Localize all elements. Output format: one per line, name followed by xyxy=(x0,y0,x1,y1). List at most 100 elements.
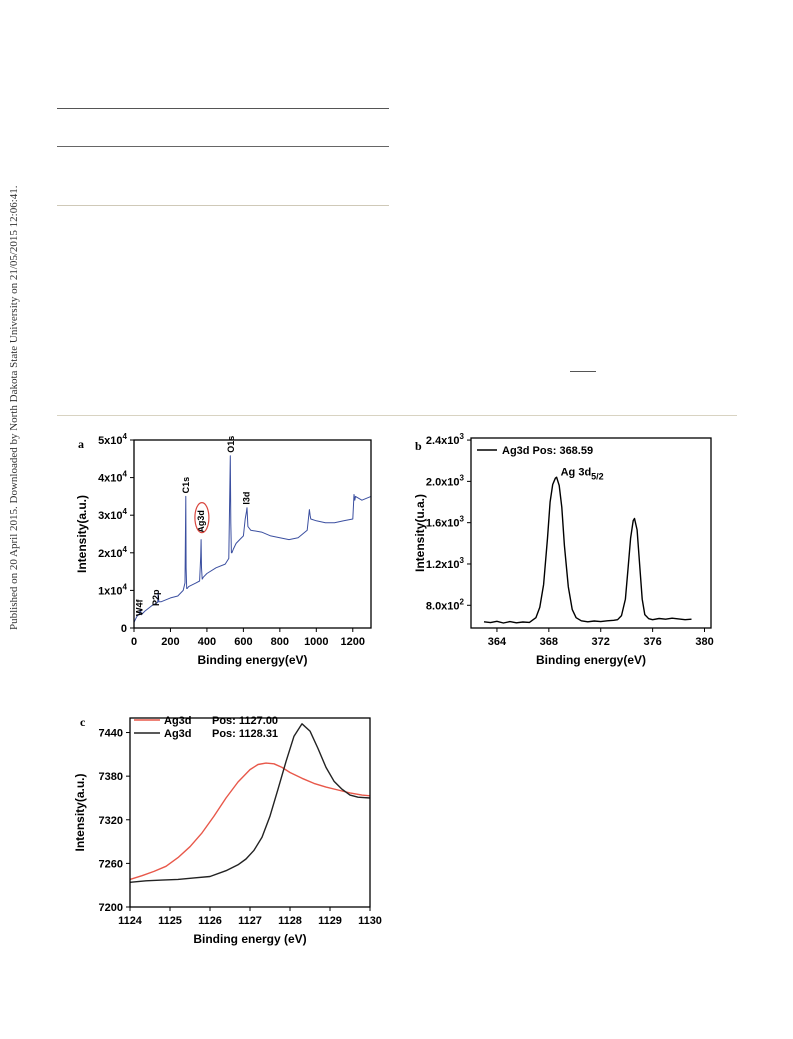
y-tick-label: 1x104 xyxy=(98,582,127,597)
ag3d-highlight-ellipse xyxy=(194,502,210,534)
legend-name-2: Ag3d xyxy=(164,728,192,740)
y-tick-base: 7320 xyxy=(99,815,123,827)
figure-panel-a: a 0 200 400 600 800 1000 1200 0 1x104 2x104 3x104 4… xyxy=(70,432,380,672)
y-tick-label: 8.0x102 xyxy=(426,597,465,612)
figure-top-rule xyxy=(57,415,737,416)
x-tick-label: 1200 xyxy=(341,636,365,648)
y-tick-exponent: 4 xyxy=(123,432,128,441)
x-axis-title: Binding energy(eV) xyxy=(197,653,307,667)
x-tick-label: 372 xyxy=(592,636,610,648)
y-tick-base: 2.0x10 xyxy=(426,476,460,488)
legend-name-1: Ag3d xyxy=(164,715,192,727)
header-rule-middle xyxy=(57,146,389,147)
y-tick-label: 3x104 xyxy=(98,507,127,522)
series-line-2 xyxy=(129,723,371,883)
y-tick-label: 7380 xyxy=(99,771,123,783)
y-tick-label: 1.6x103 xyxy=(426,515,465,530)
x-tick-label: 1127 xyxy=(238,915,262,927)
x-tick-label: 600 xyxy=(234,636,252,648)
peak-annotation-ag3d: Ag3d xyxy=(196,510,206,533)
y-tick-base: 2x10 xyxy=(98,548,122,560)
y-axis-title: Intensity(a.u.) xyxy=(73,773,87,851)
y-tick-exponent: 4 xyxy=(123,582,128,591)
x-tick-label: 400 xyxy=(198,636,216,648)
y-tick-exponent: 4 xyxy=(123,545,128,554)
plot-frame xyxy=(133,439,372,629)
y-tick-base: 2.4x10 xyxy=(426,435,460,447)
y-tick-label: 7440 xyxy=(99,728,123,740)
y-tick-base: 8.0x10 xyxy=(426,600,460,612)
y-tick-exponent: 4 xyxy=(123,470,128,479)
y-tick-label: 0 xyxy=(121,623,127,635)
x-tick-label: 1126 xyxy=(198,915,222,927)
x-axis-title: Binding energy(eV) xyxy=(536,653,646,667)
y-tick-exponent: 3 xyxy=(460,515,465,524)
figure-panel-b: b 364 368 372 376 380 8.0x102 1.2x103 1.6x103 2.… xyxy=(408,432,718,672)
x-tick-label: 1124 xyxy=(118,915,143,927)
y-tick-label: 4x104 xyxy=(98,470,127,485)
peak-annotation-w4f: W4f xyxy=(134,599,144,617)
chart-a-svg: a 0 200 400 600 800 1000 120001x1042x1043x1044… xyxy=(75,432,372,667)
y-tick-label: 2.4x103 xyxy=(426,432,465,447)
y-tick-base: 7260 xyxy=(99,858,123,870)
x-tick-label: 380 xyxy=(695,636,713,648)
y-tick-base: 7200 xyxy=(99,902,123,914)
y-tick-label: 1.2x103 xyxy=(426,556,465,571)
figure-panel-c: c 1124 1125 1126 1127 1128 1129 1130 7200 7260 73… xyxy=(70,712,382,947)
legend-pos-1: Pos: 1127.00 xyxy=(212,715,278,727)
x-tick-label: 0 xyxy=(131,636,137,648)
plot-frame xyxy=(470,437,712,629)
x-axis-title: Binding energy (eV) xyxy=(193,932,306,946)
y-tick-base: 7440 xyxy=(99,728,123,740)
series-line-1 xyxy=(133,455,372,623)
x-tick-label: 1128 xyxy=(278,915,302,927)
y-tick-exponent: 3 xyxy=(460,432,465,441)
y-tick-label: 2x104 xyxy=(98,545,127,560)
y-axis-title: Intensity(a.u.) xyxy=(75,495,89,573)
x-tick-label: 368 xyxy=(540,636,558,648)
download-note: Published on 20 April 2015. Downloaded b… xyxy=(8,185,20,630)
peak-annotation-i3d: I3d xyxy=(241,492,251,505)
y-tick-base: 0 xyxy=(121,623,127,635)
x-tick-label: 800 xyxy=(271,636,289,648)
y-tick-exponent: 4 xyxy=(123,507,128,516)
peak-label-main: Ag 3d xyxy=(561,466,592,478)
y-tick-base: 4x10 xyxy=(98,473,122,485)
y-axis-title: Intensity(u.a.) xyxy=(413,494,427,572)
peak-label-ag3d52: Ag 3d5/2 xyxy=(561,466,604,481)
x-tick-label: 1129 xyxy=(318,915,342,927)
y-tick-label: 7320 xyxy=(99,815,123,827)
y-tick-exponent: 2 xyxy=(460,597,465,606)
chart-c-svg: c 1124 1125 1126 1127 1128 1129 1130 7200 7260 73… xyxy=(73,715,382,946)
peak-label-sub: 5/2 xyxy=(591,471,604,481)
x-tick-label: 200 xyxy=(161,636,179,648)
y-tick-base: 5x10 xyxy=(98,435,122,447)
y-tick-base: 1.2x10 xyxy=(426,559,460,571)
y-tick-label: 7260 xyxy=(99,858,123,870)
y-tick-base: 3x10 xyxy=(98,510,122,522)
y-tick-exponent: 3 xyxy=(460,473,465,482)
y-tick-base: 1.6x10 xyxy=(426,518,460,530)
short-rule xyxy=(570,371,596,372)
legend-pos-2: Pos: 1128.31 xyxy=(212,728,278,740)
header-rule-top xyxy=(57,108,389,109)
series-line-1 xyxy=(129,762,371,881)
panel-b-letter: b xyxy=(415,439,422,453)
peak-annotation-o1s: O1s xyxy=(226,436,236,453)
chart-b-svg: b 364 368 372 376 3808.0x1021.2x1031.6x1032.… xyxy=(413,432,714,667)
panel-c-letter: c xyxy=(80,715,86,729)
x-tick-label: 1130 xyxy=(358,915,382,927)
y-tick-label: 2.0x103 xyxy=(426,473,465,488)
legend-label: Ag3d Pos: 368.59 xyxy=(502,445,593,457)
x-tick-label: 364 xyxy=(488,636,507,648)
plot-frame xyxy=(129,717,371,908)
y-tick-label: 7200 xyxy=(99,902,123,914)
y-tick-base: 7380 xyxy=(99,771,123,783)
series-line-1 xyxy=(483,476,692,624)
panel-a-letter: a xyxy=(78,437,84,451)
x-tick-label: 1125 xyxy=(158,915,182,927)
x-tick-label: 376 xyxy=(643,636,661,648)
y-tick-base: 1x10 xyxy=(98,585,122,597)
x-tick-label: 1000 xyxy=(304,636,328,648)
peak-annotation-p2p: P2p xyxy=(151,589,161,606)
